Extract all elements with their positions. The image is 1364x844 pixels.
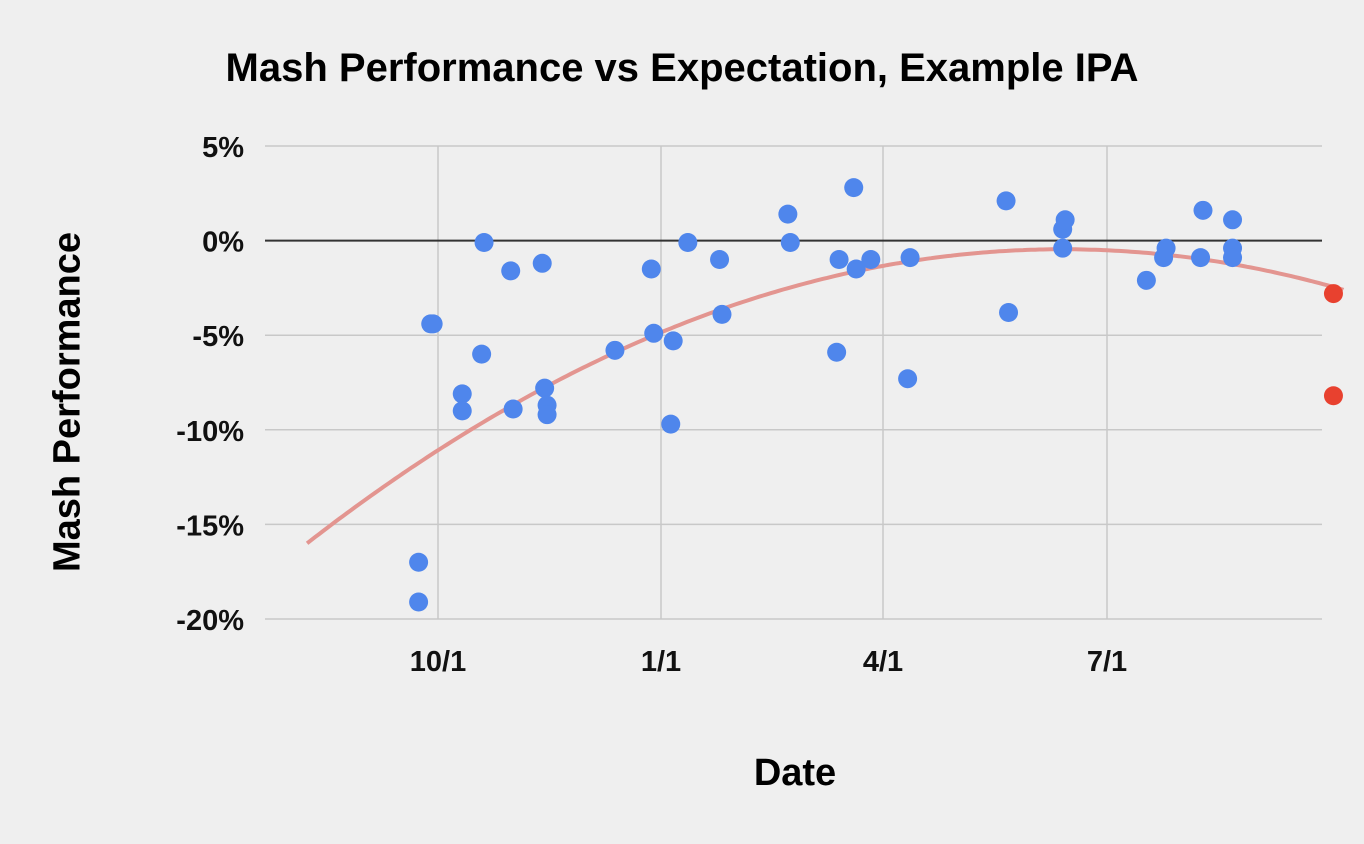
data-point [409,552,429,572]
y-tick-label: 5% [202,132,244,164]
data-point [1193,200,1213,220]
y-tick-label: -5% [192,321,244,353]
data-point [452,384,472,404]
data-point [1053,238,1073,258]
data-point [503,399,523,419]
y-axis-ticks: 5% 0% -5% -10% -15% -20% [176,132,244,637]
data-point [535,378,555,398]
highlight-data-point [1323,386,1343,406]
data-point [898,369,918,389]
data-point [827,342,847,362]
data-point [1191,248,1211,268]
y-axis-title: Mash Performance [46,231,89,573]
data-point [409,592,429,612]
y-tick-label: -10% [176,416,244,448]
data-point [605,340,625,360]
data-point [644,323,664,343]
points-layer [409,178,1343,612]
data-point [900,248,920,268]
trendline [305,247,1345,545]
data-point [829,250,849,270]
data-point [452,401,472,421]
data-point [1223,248,1243,268]
x-tick-label: 1/1 [641,646,681,678]
x-axis-ticks: 10/1 1/1 4/1 7/1 [410,646,1127,678]
data-point [1136,270,1156,290]
data-point [844,178,864,198]
data-point [537,405,557,425]
data-point [474,232,494,252]
data-point [710,250,730,270]
y-tick-label: -15% [176,510,244,542]
x-tick-label: 7/1 [1087,646,1127,678]
data-point [1156,238,1176,258]
data-point [846,259,866,279]
data-point [778,204,798,224]
highlight-data-point [1323,284,1343,304]
x-tick-label: 10/1 [410,646,466,678]
data-point [712,304,732,324]
data-point [501,261,521,281]
data-point [661,414,681,434]
trendline-layer [305,247,1345,545]
data-point [641,259,661,279]
chart-title: Mash Performance vs Expectation, Example… [225,46,1139,90]
data-point [1223,210,1243,230]
data-point [472,344,492,364]
data-point [1055,210,1075,230]
y-tick-label: -20% [176,605,244,637]
data-point [663,331,683,351]
data-point [999,302,1019,322]
data-point [678,232,698,252]
data-point [423,314,443,334]
x-tick-label: 4/1 [863,646,903,678]
data-point [861,250,881,270]
y-tick-label: 0% [202,227,244,259]
data-point [996,191,1016,211]
data-point [780,232,800,252]
data-point [532,253,552,273]
x-axis-title: Date [753,752,837,794]
